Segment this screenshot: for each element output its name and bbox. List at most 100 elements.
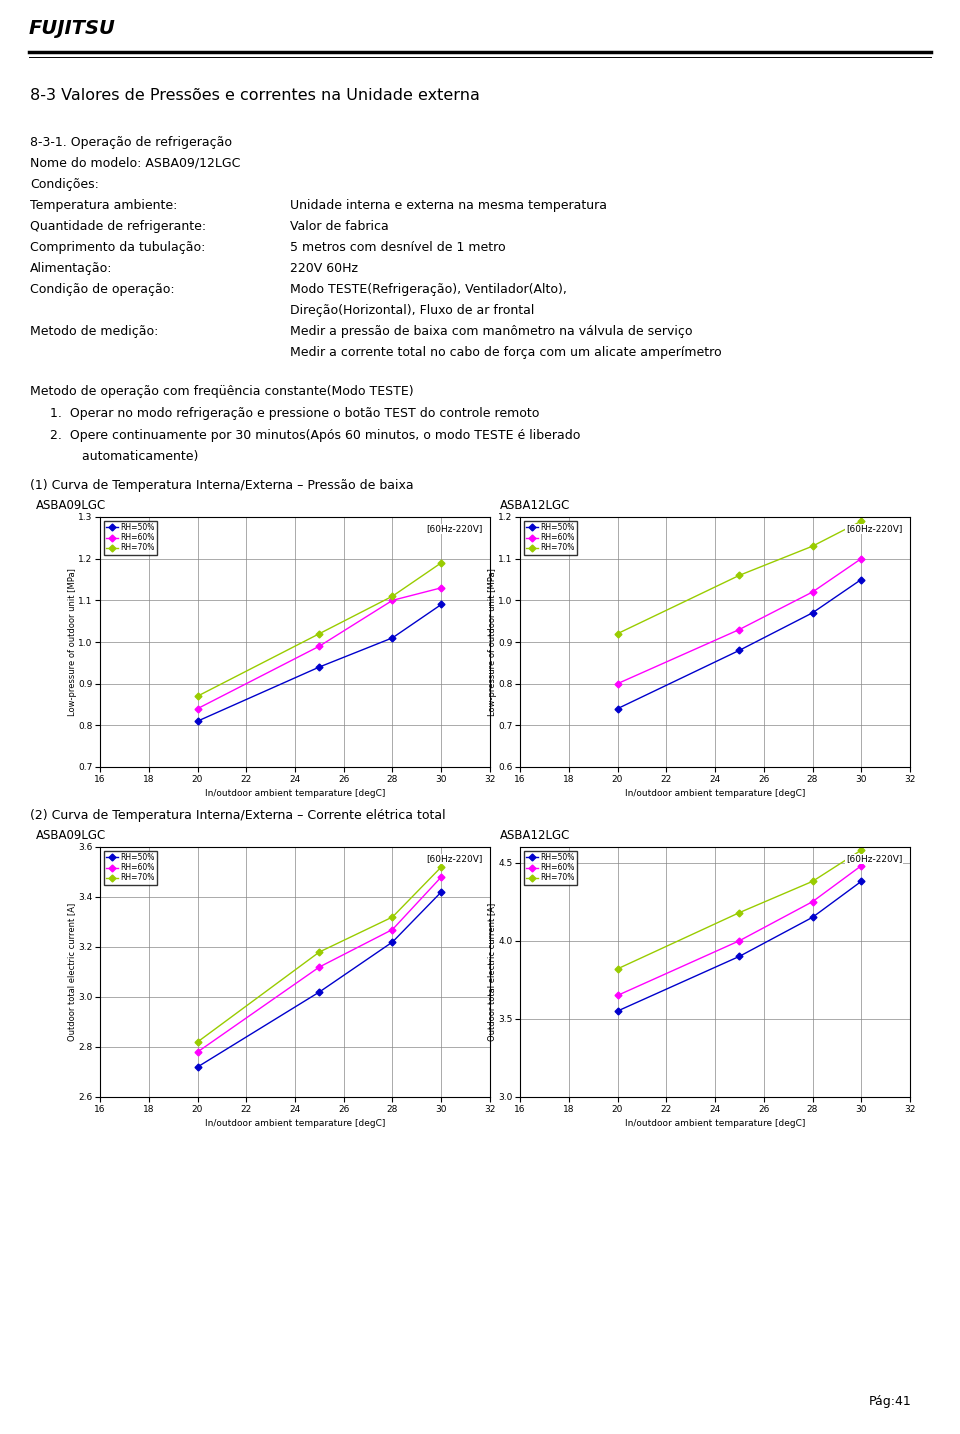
- Line: RH=70%: RH=70%: [615, 847, 864, 971]
- Text: Metodo de medição:: Metodo de medição:: [30, 326, 158, 338]
- RH=70%: [192, 687, 204, 704]
- Y-axis label: Low-pressure of outdoor unit [MPa]: Low-pressure of outdoor unit [MPa]: [488, 568, 496, 716]
- RH=60%: [192, 700, 204, 717]
- Text: Comprimento da tubulação:: Comprimento da tubulação:: [30, 241, 205, 254]
- Legend: RH=50%, RH=60%, RH=70%: RH=50%, RH=60%, RH=70%: [524, 850, 577, 885]
- Text: Unidade interna e externa na mesma temperatura: Unidade interna e externa na mesma tempe…: [290, 199, 607, 212]
- Text: 2.  Opere continuamente por 30 minutos(Após 60 minutos, o modo TESTE é liberado: 2. Opere continuamente por 30 minutos(Ap…: [50, 429, 581, 442]
- Text: Metodo de operação com freqüência constante(Modo TESTE): Metodo de operação com freqüência consta…: [30, 384, 414, 399]
- RH=60%: [314, 638, 325, 655]
- RH=50%: [733, 948, 745, 965]
- RH=70%: [387, 908, 398, 925]
- RH=60%: [733, 932, 745, 949]
- Text: (2) Curva de Temperatura Interna/Externa – Corrente elétrica total: (2) Curva de Temperatura Interna/Externa…: [30, 809, 445, 822]
- RH=70%: [314, 944, 325, 961]
- Line: RH=60%: RH=60%: [195, 875, 444, 1054]
- Line: RH=50%: RH=50%: [195, 889, 444, 1070]
- Text: Alimentação:: Alimentação:: [30, 262, 112, 275]
- Text: Direção(Horizontal), Fluxo de ar frontal: Direção(Horizontal), Fluxo de ar frontal: [290, 304, 535, 317]
- RH=60%: [612, 987, 623, 1004]
- RH=50%: [612, 1002, 623, 1020]
- Line: RH=70%: RH=70%: [615, 519, 864, 637]
- RH=60%: [387, 592, 398, 609]
- Text: ASBA12LGC: ASBA12LGC: [500, 829, 570, 842]
- Text: ASBA09LGC: ASBA09LGC: [36, 829, 107, 842]
- RH=70%: [855, 512, 867, 529]
- Text: 8-3-1. Operação de refrigeração: 8-3-1. Operação de refrigeração: [30, 136, 232, 149]
- RH=70%: [436, 859, 447, 876]
- Line: RH=70%: RH=70%: [195, 865, 444, 1044]
- Text: [60Hz-220V]: [60Hz-220V]: [846, 525, 902, 533]
- RH=50%: [192, 713, 204, 730]
- Text: 8-3 Valores de Pressões e correntes na Unidade externa: 8-3 Valores de Pressões e correntes na U…: [30, 87, 480, 103]
- Text: FUJITSU: FUJITSU: [29, 19, 115, 37]
- Y-axis label: Outdoor total electric current [A]: Outdoor total electric current [A]: [488, 903, 496, 1041]
- RH=70%: [612, 961, 623, 978]
- RH=50%: [436, 883, 447, 901]
- Text: ASBA12LGC: ASBA12LGC: [500, 499, 570, 512]
- Y-axis label: Outdoor total electric current [A]: Outdoor total electric current [A]: [67, 903, 77, 1041]
- Line: RH=60%: RH=60%: [615, 556, 864, 685]
- RH=70%: [855, 842, 867, 859]
- Text: 5 metros com desnível de 1 metro: 5 metros com desnível de 1 metro: [290, 241, 506, 254]
- Text: 1.  Operar no modo refrigeração e pressione o botão TEST do controle remoto: 1. Operar no modo refrigeração e pressio…: [50, 407, 540, 420]
- RH=60%: [192, 1044, 204, 1061]
- Text: [60Hz-220V]: [60Hz-220V]: [846, 855, 902, 863]
- Text: ASBA09LGC: ASBA09LGC: [36, 499, 107, 512]
- RH=50%: [806, 604, 818, 621]
- Legend: RH=50%, RH=60%, RH=70%: RH=50%, RH=60%, RH=70%: [524, 521, 577, 555]
- RH=50%: [855, 873, 867, 891]
- X-axis label: In/outdoor ambient temparature [degC]: In/outdoor ambient temparature [degC]: [204, 1119, 385, 1129]
- X-axis label: In/outdoor ambient temparature [degC]: In/outdoor ambient temparature [degC]: [625, 789, 805, 799]
- Text: Valor de fabrica: Valor de fabrica: [290, 219, 389, 232]
- RH=70%: [612, 625, 623, 642]
- Text: Condições:: Condições:: [30, 178, 99, 191]
- Line: RH=50%: RH=50%: [615, 576, 864, 711]
- Text: (1) Curva de Temperatura Interna/Externa – Pressão de baixa: (1) Curva de Temperatura Interna/Externa…: [30, 479, 414, 492]
- Legend: RH=50%, RH=60%, RH=70%: RH=50%, RH=60%, RH=70%: [104, 850, 156, 885]
- RH=60%: [436, 579, 447, 597]
- Line: RH=50%: RH=50%: [615, 879, 864, 1014]
- RH=70%: [806, 873, 818, 891]
- RH=50%: [855, 571, 867, 588]
- RH=60%: [855, 551, 867, 568]
- Text: Modo TESTE(Refrigeração), Ventilador(Alto),: Modo TESTE(Refrigeração), Ventilador(Alt…: [290, 282, 566, 295]
- RH=60%: [612, 675, 623, 693]
- Text: Nome do modelo: ASBA09/12LGC: Nome do modelo: ASBA09/12LGC: [30, 156, 240, 171]
- Line: RH=60%: RH=60%: [615, 863, 864, 998]
- RH=70%: [733, 903, 745, 921]
- Text: Pág:41: Pág:41: [869, 1395, 912, 1408]
- Text: automaticamente): automaticamente): [62, 450, 199, 463]
- RH=70%: [192, 1034, 204, 1051]
- RH=50%: [192, 1058, 204, 1076]
- RH=50%: [436, 597, 447, 614]
- Text: Condição de operação:: Condição de operação:: [30, 282, 175, 295]
- Text: 220V 60Hz: 220V 60Hz: [290, 262, 358, 275]
- X-axis label: In/outdoor ambient temparature [degC]: In/outdoor ambient temparature [degC]: [625, 1119, 805, 1129]
- Line: RH=70%: RH=70%: [195, 561, 444, 698]
- Line: RH=60%: RH=60%: [195, 585, 444, 711]
- Text: Temperatura ambiente:: Temperatura ambiente:: [30, 199, 178, 212]
- X-axis label: In/outdoor ambient temparature [degC]: In/outdoor ambient temparature [degC]: [204, 789, 385, 799]
- RH=70%: [733, 566, 745, 584]
- Text: Quantidade de refrigerante:: Quantidade de refrigerante:: [30, 219, 206, 232]
- Text: [60Hz-220V]: [60Hz-220V]: [426, 525, 482, 533]
- RH=50%: [733, 642, 745, 660]
- RH=70%: [314, 625, 325, 642]
- RH=70%: [387, 588, 398, 605]
- RH=70%: [436, 554, 447, 571]
- RH=70%: [806, 538, 818, 555]
- RH=60%: [806, 893, 818, 911]
- RH=60%: [436, 869, 447, 886]
- Text: Medir a pressão de baixa com manômetro na válvula de serviço: Medir a pressão de baixa com manômetro n…: [290, 326, 692, 338]
- RH=60%: [806, 584, 818, 601]
- Text: [60Hz-220V]: [60Hz-220V]: [426, 855, 482, 863]
- RH=60%: [855, 858, 867, 875]
- Line: RH=50%: RH=50%: [195, 602, 444, 724]
- RH=60%: [387, 921, 398, 938]
- Legend: RH=50%, RH=60%, RH=70%: RH=50%, RH=60%, RH=70%: [104, 521, 156, 555]
- RH=50%: [387, 630, 398, 647]
- RH=50%: [612, 700, 623, 717]
- RH=50%: [314, 984, 325, 1001]
- RH=50%: [806, 909, 818, 926]
